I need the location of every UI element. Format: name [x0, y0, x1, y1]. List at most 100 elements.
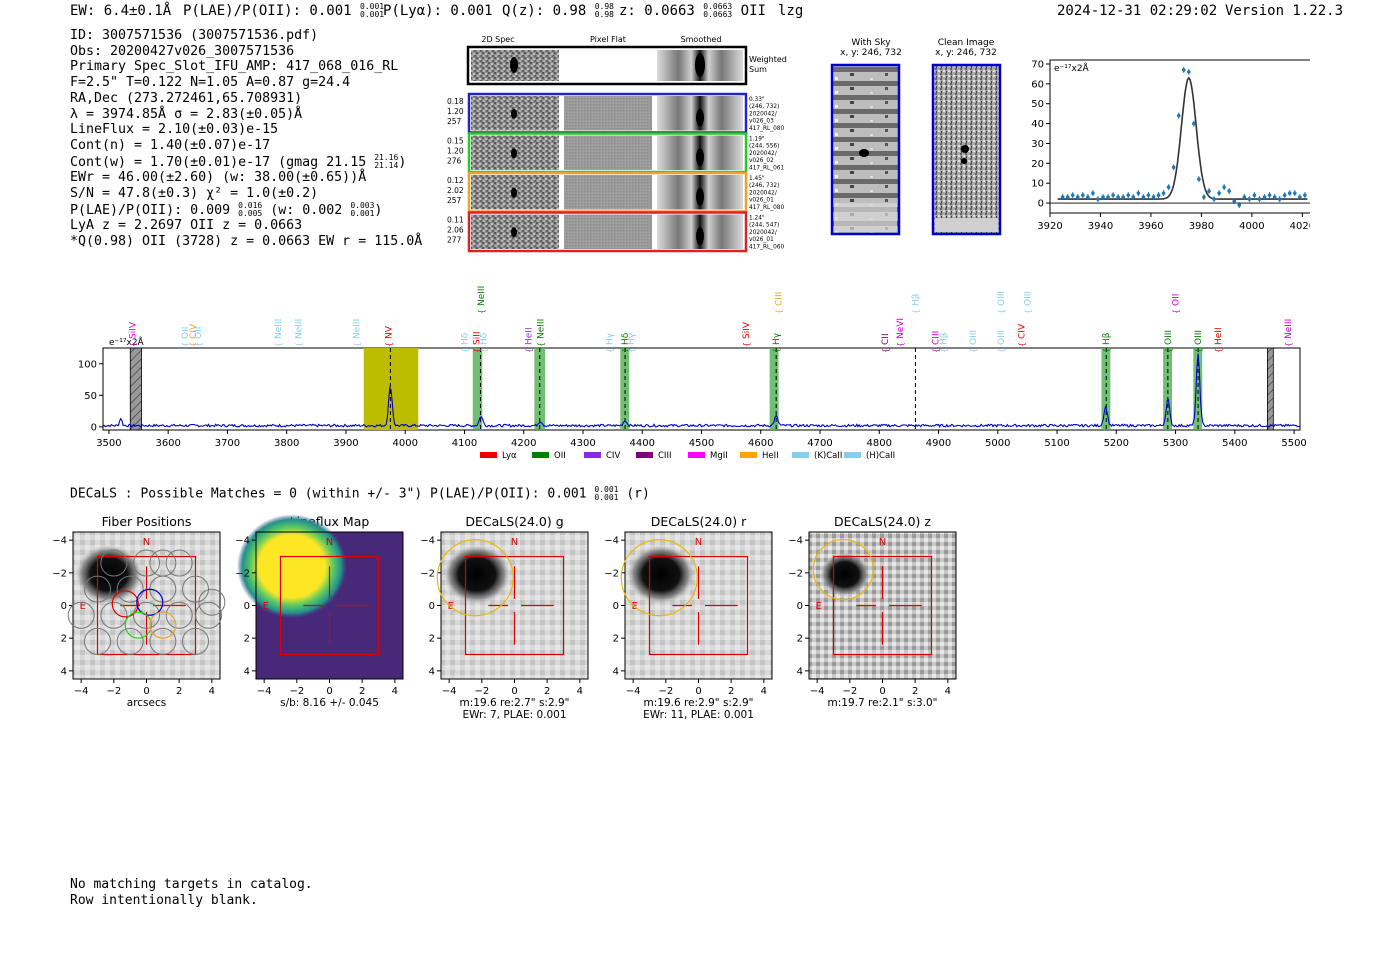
- decals-panel-title: DECaLS(24.0) z: [834, 514, 931, 529]
- cutout-right-label: 2020042/: [749, 151, 777, 157]
- decals-xtick-label: −4: [810, 686, 825, 697]
- legend-swatch: [480, 452, 497, 458]
- decals-xtick-label: 2: [359, 686, 365, 697]
- east-label: E: [80, 601, 86, 612]
- cutout-flat-image: [564, 175, 652, 210]
- decals-xtick-label: 2: [728, 686, 734, 697]
- spectrum-line-label-brace: {: [1017, 342, 1026, 347]
- spectrum-line-label: OII: [181, 327, 191, 339]
- decals-ytick-label: 0: [244, 601, 250, 612]
- weighted-sum-label-1: Weighted: [749, 55, 787, 64]
- info-contw-sup: 21.16: [374, 152, 399, 162]
- with-sky-title-text: With Sky: [851, 38, 891, 48]
- zoom-point: [1262, 195, 1267, 199]
- cutout-right-label: 1.19": [749, 137, 765, 143]
- decals-caption-2: EWr: 11, PLAE: 0.001: [643, 709, 754, 721]
- decals-xtick-label: −2: [658, 686, 673, 697]
- legend-label: MgII: [710, 451, 728, 461]
- footer-line-1: No matching targets in catalog.: [70, 877, 313, 892]
- footer-line-2: Row intentionally blank.: [70, 892, 258, 908]
- detection-info: ID: 3007571536 (3007571536.pdf) Obs: 202…: [70, 28, 422, 250]
- spectrum-line-band: [769, 348, 779, 430]
- zoom-point: [1176, 113, 1181, 118]
- cutout-smoothed-source: [696, 227, 704, 246]
- legend-label: HeII: [762, 451, 779, 461]
- info-sn: S/N = 47.8(±0.3) χ² = 1.0(±0.2): [70, 186, 319, 202]
- spectrum-line-label: Hγ: [627, 332, 637, 345]
- cutout-right-label: v026_03: [749, 119, 774, 125]
- legend-swatch: [792, 452, 809, 458]
- info-plae-w-sub: 0.001: [350, 208, 375, 218]
- spectrum-line-label: Hγ: [606, 332, 616, 345]
- header-z: z: 0.0663 0.0663 0.0663 OII: [619, 3, 766, 20]
- cutout-left-label: 2.02: [447, 186, 464, 195]
- spectrum-line-label: OIII: [1194, 330, 1204, 345]
- match-ellipse: [812, 538, 874, 601]
- header-q-sub: 0.98: [594, 10, 614, 19]
- decals-ytick-label: −4: [604, 536, 619, 547]
- zoom-point: [1081, 193, 1085, 197]
- zoom-point: [1277, 197, 1282, 201]
- col-title-smoothed: Smoothed: [681, 35, 722, 44]
- header-z-sup: 0.0663: [703, 2, 733, 11]
- spectrum-xtick-label: 4800: [867, 438, 892, 449]
- spectrum-line-label: NV: [385, 325, 395, 339]
- spectrum-line-label: OIII: [1023, 291, 1033, 306]
- spectrum-xtick-label: 4500: [689, 438, 714, 449]
- decals-ytick-label: 4: [61, 666, 67, 677]
- spectrum-line-label: Hδ: [479, 332, 489, 345]
- decals-panel-title: Fiber Positions: [102, 514, 192, 529]
- zoom-point: [1202, 195, 1206, 199]
- spectrum-line-label: CIV: [1017, 323, 1027, 339]
- cutout-left-label: 257: [447, 196, 462, 205]
- header-plae: P(LAE)/P(OII): 0.001 0.001 0.001: [183, 3, 384, 20]
- spectrum-line-label-brace: {: [627, 348, 636, 353]
- zoom-point: [1146, 193, 1151, 197]
- clean-image-title-text: Clean Image: [937, 38, 995, 48]
- decals-xtick-label: −4: [74, 686, 89, 697]
- decals-ytick-label: −4: [235, 536, 250, 547]
- zoom-point: [1141, 195, 1146, 199]
- decals-ytick-label: 2: [429, 634, 435, 645]
- weighted-sum-row: [466, 45, 748, 86]
- clean-image-title: Clean Image x, y: 246, 732: [935, 38, 997, 58]
- zoom-point: [1272, 195, 1277, 199]
- cutout-left-label: 0.15: [447, 137, 464, 146]
- spectrum-line-label: CIII: [932, 331, 942, 345]
- cutout-right-label: v026_01: [749, 237, 774, 243]
- spectrum-line-band: [1163, 348, 1173, 430]
- cutout-flat-image: [564, 96, 652, 131]
- zoom-point: [1227, 189, 1231, 193]
- spectrum-line-label-brace: {: [742, 342, 751, 347]
- decals-xtick-label: 0: [511, 686, 517, 697]
- spectrum-line-label: Hβ: [939, 332, 949, 345]
- spectrum-line-label-brace: {: [997, 348, 1006, 353]
- spectrum-frame: [102, 347, 1301, 431]
- with-sky-source: [859, 149, 869, 157]
- decals-xtick-label: 2: [912, 686, 918, 697]
- zoom-point: [1212, 197, 1216, 201]
- spectrum-line-band: [620, 348, 630, 430]
- spectrum-masked-region: [129, 347, 142, 431]
- zoom-point: [1121, 195, 1125, 199]
- spectrum-line-label-brace: {: [911, 309, 920, 314]
- decals-frame: [255, 531, 404, 680]
- spectrum-line-label-brace: {: [472, 348, 481, 353]
- spectrum-line-label: OIII: [1164, 330, 1174, 345]
- fiber-circle: [100, 549, 128, 577]
- zoom-point: [1075, 195, 1080, 199]
- match-ellipse: [436, 539, 514, 617]
- cutout-left-label: 0.11: [447, 216, 464, 225]
- header-z-range: 0.0663 0.0663: [703, 3, 732, 19]
- spectrum-line-label: Hγ: [772, 332, 782, 345]
- spectrum-line-label: SiIV: [742, 321, 752, 339]
- decals-xtick-label: −2: [106, 686, 121, 697]
- zoom-point: [1086, 195, 1090, 199]
- spectrum-line-label: CII: [881, 333, 891, 345]
- fiber-circle: [84, 627, 111, 655]
- zoom-point: [1131, 195, 1136, 199]
- spectrum-xtick-label: 5300: [1163, 438, 1188, 449]
- fiber-circle: [182, 627, 209, 655]
